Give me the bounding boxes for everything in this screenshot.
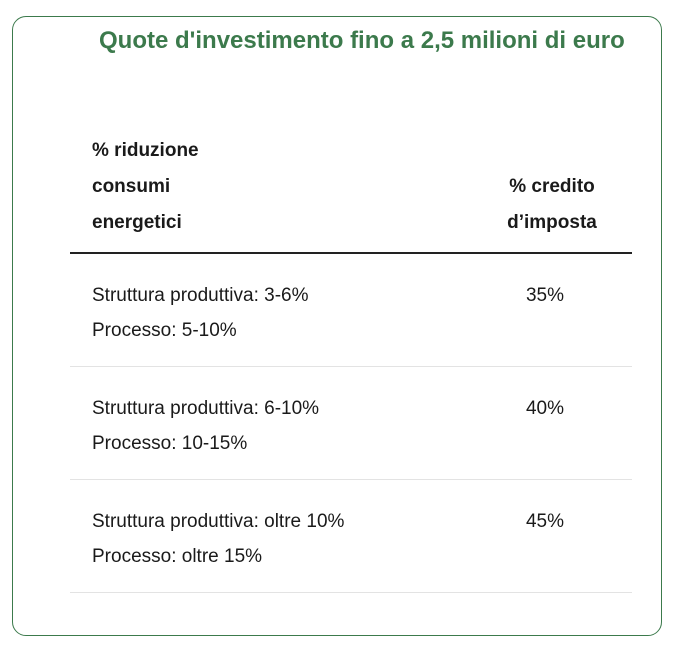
tax-credit-cell: 40% [525, 398, 565, 419]
process-range: Processo: 5-10% [92, 320, 237, 341]
tax-credit-table: % riduzione consumi energetici % credito… [70, 129, 632, 593]
production-structure-range: Struttura produttiva: oltre 10% [92, 511, 345, 532]
table-row: Struttura produttiva: oltre 10% Processo… [70, 480, 632, 593]
table-header: % riduzione consumi energetici % credito… [70, 129, 632, 254]
process-range: Processo: 10-15% [92, 433, 248, 454]
table-row: Struttura produttiva: 6-10% Processo: 10… [70, 367, 632, 480]
energy-reduction-cell: Struttura produttiva: oltre 10% Processo… [92, 504, 452, 574]
energy-reduction-cell: Struttura produttiva: 6-10% Processo: 10… [92, 391, 452, 461]
process-range: Processo: oltre 15% [92, 546, 263, 567]
production-structure-range: Struttura produttiva: 6-10% [92, 398, 320, 419]
energy-reduction-cell: Struttura produttiva: 3-6% Processo: 5-1… [92, 278, 452, 348]
tax-credit-cell: 35% [525, 285, 565, 306]
tax-credit-cell: 45% [525, 511, 565, 532]
header-energy-reduction: % riduzione consumi energetici [92, 140, 199, 233]
production-structure-range: Struttura produttiva: 3-6% [92, 285, 309, 306]
investment-quota-card: Quote d'investimento fino a 2,5 milioni … [12, 16, 662, 636]
table-row: Struttura produttiva: 3-6% Processo: 5-1… [70, 254, 632, 367]
header-tax-credit: % credito d’imposta [507, 176, 597, 233]
section-title: Quote d'investimento fino a 2,5 milioni … [87, 19, 647, 63]
